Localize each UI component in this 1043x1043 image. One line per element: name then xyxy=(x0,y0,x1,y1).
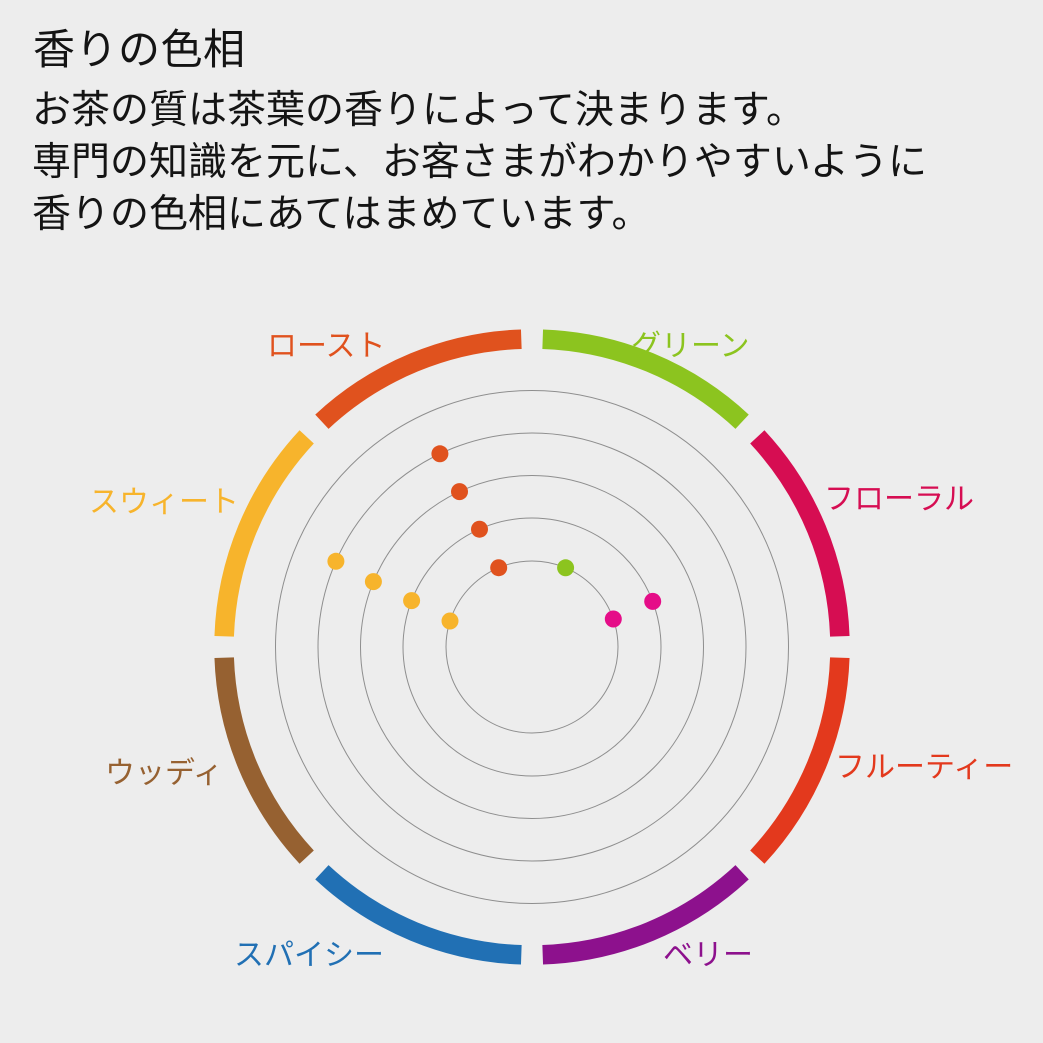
aroma-dot-sweet-ring1 xyxy=(441,612,459,630)
aroma-dot-sweet-ring2 xyxy=(403,592,421,610)
arc-segment-fruity xyxy=(750,657,850,864)
segment-label-berry: ベリー xyxy=(663,939,753,972)
description-line-2: 専門の知識を元に、お客さまがわかりやすいように xyxy=(32,141,928,184)
page-title: 香りの色相 xyxy=(33,26,246,73)
arc-segment-green xyxy=(542,329,749,429)
arc-segment-berry xyxy=(542,865,749,965)
aroma-dot-floral-ring1 xyxy=(604,610,622,628)
segment-label-fruity: フルーティー xyxy=(835,751,1013,784)
description-line-1: お茶の質は茶葉の香りによって決まります。 xyxy=(32,89,805,132)
aroma-dot-sweet-ring4 xyxy=(327,552,345,570)
segment-label-sweet: スウィート xyxy=(89,486,239,519)
arc-segment-spicy xyxy=(315,865,522,965)
arc-segment-woody xyxy=(214,657,314,864)
segment-label-woody: ウッディ xyxy=(105,757,223,790)
aroma-dot-roast-ring1 xyxy=(490,559,508,577)
segment-label-green: グリーン xyxy=(631,330,750,363)
grid-ring-2 xyxy=(402,517,662,777)
description-line-3: 香りの色相にあてはまめています。 xyxy=(32,193,651,236)
aroma-dot-green-ring1 xyxy=(557,559,575,577)
aroma-dot-roast-ring4 xyxy=(431,445,449,463)
arc-segment-sweet xyxy=(214,430,314,637)
grid-ring-3 xyxy=(360,475,704,819)
grid-ring-4 xyxy=(317,432,747,862)
arc-segment-floral xyxy=(750,430,850,637)
grid-ring-1 xyxy=(445,560,619,734)
aroma-dot-floral-ring2 xyxy=(644,592,662,610)
segment-label-roast: ロースト xyxy=(267,330,386,363)
grid-ring-5 xyxy=(275,390,789,904)
aroma-dot-roast-ring2 xyxy=(471,520,488,538)
aroma-dot-sweet-ring3 xyxy=(364,573,382,591)
segment-label-spicy: スパイシー xyxy=(234,939,384,972)
aroma-dot-roast-ring3 xyxy=(451,483,468,501)
segment-label-floral: フローラル xyxy=(824,483,974,516)
page-description: お茶の質は茶葉の香りによって決まります。 専門の知識を元に、お客さまがわかりやす… xyxy=(32,85,927,241)
arc-segment-roast xyxy=(315,329,522,429)
